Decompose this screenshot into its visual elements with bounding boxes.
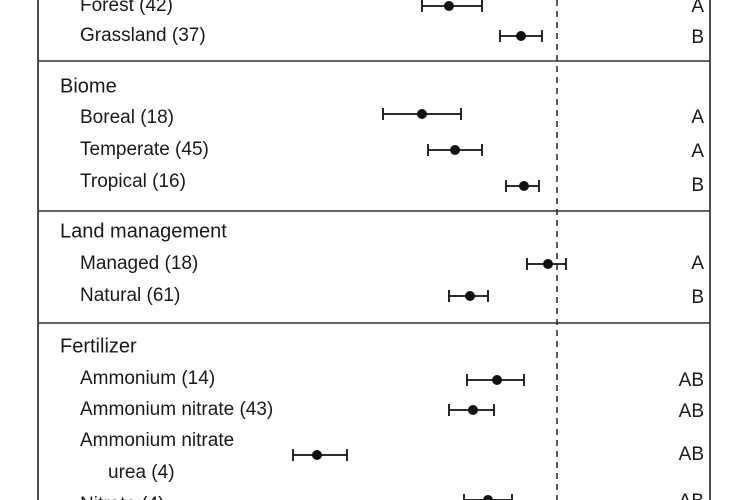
- row-label: Grassland (37): [80, 25, 206, 46]
- effect-size-point: [492, 375, 502, 385]
- effect-size-point: [519, 181, 529, 191]
- significance-letter: AB: [679, 370, 704, 391]
- significance-letter: B: [691, 287, 704, 308]
- group-heading: Land management: [60, 220, 227, 242]
- row-label: Ammonium nitrate: [80, 430, 234, 451]
- significance-letter: B: [691, 27, 704, 48]
- effect-size-point: [312, 450, 322, 460]
- effect-size-point: [483, 495, 493, 500]
- row-label: Ammonium (14): [80, 368, 215, 389]
- row-label: Temperate (45): [80, 139, 209, 160]
- plot-frame: [37, 0, 711, 500]
- row-label: Managed (18): [80, 253, 198, 274]
- significance-letter: A: [691, 141, 704, 162]
- significance-letter: B: [691, 175, 704, 196]
- significance-letter: A: [691, 253, 704, 274]
- effect-size-point: [516, 31, 526, 41]
- row-label: Boreal (18): [80, 107, 174, 128]
- significance-letter: A: [691, 0, 704, 17]
- row-label: Forest (42): [80, 0, 173, 16]
- row-label: Nitrate (4): [80, 494, 164, 500]
- significance-letter: A: [691, 107, 704, 128]
- effect-size-point: [450, 145, 460, 155]
- significance-letter: AB: [679, 444, 704, 465]
- group-heading: Fertilizer: [60, 335, 137, 357]
- effect-size-point: [444, 1, 454, 11]
- row-label: Ammonium nitrate (43): [80, 399, 273, 420]
- row-label: Natural (61): [80, 285, 180, 306]
- effect-size-point: [465, 291, 475, 301]
- significance-letter: AB: [679, 491, 704, 500]
- effect-size-point: [417, 109, 427, 119]
- significance-letter: AB: [679, 401, 704, 422]
- group-heading: Biome: [60, 75, 117, 97]
- row-label-continued: urea (4): [108, 462, 175, 483]
- effect-size-point: [468, 405, 478, 415]
- effect-size-point: [543, 259, 553, 269]
- row-label: Tropical (16): [80, 171, 186, 192]
